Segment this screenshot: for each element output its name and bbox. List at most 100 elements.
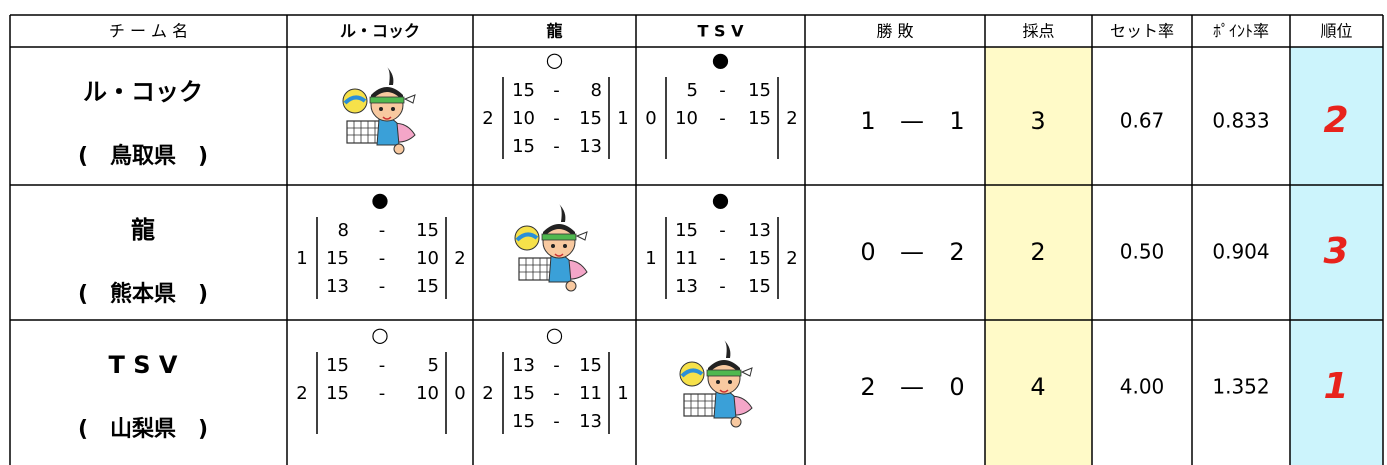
sets-won: 0 [645,108,656,129]
wins: 2 [860,373,875,401]
sets-won: 2 [482,108,493,129]
team-name: T S V [109,351,178,379]
rank: 2 [1323,100,1348,141]
header-cell: 採点 [1022,22,1054,41]
set-score: 15 [748,80,771,101]
set-separator: - [553,80,560,101]
sets-lost: 2 [786,248,797,269]
set-score: 15 [579,108,602,129]
set-separator: - [379,276,386,297]
set-score: 8 [338,220,349,241]
header-cell: セット率 [1110,22,1174,41]
set-rate: 0.50 [1120,240,1165,264]
set-score: 5 [687,80,698,101]
team-prefecture: ( 熊本県 ) [78,281,208,307]
game-mark: ○ [546,48,563,72]
header-cell: 順位 [1320,22,1352,41]
result-separator: — [900,107,924,135]
losses: 2 [949,238,964,266]
set-separator: - [719,276,726,297]
set-separator: - [553,136,560,157]
set-score: 15 [416,220,439,241]
point-rate: 0.833 [1212,109,1269,133]
set-score: 10 [675,108,698,129]
set-rate: 0.67 [1120,109,1165,133]
set-score: 10 [416,248,439,269]
game-mark: ○ [546,323,563,347]
team-prefecture: ( 山梨県 ) [78,417,208,442]
points: 4 [1030,373,1045,401]
result-separator: — [900,238,924,266]
header-cell: ル・コック [340,22,420,41]
set-score: 13 [675,276,698,297]
set-score: 8 [591,80,602,101]
point-rate: 1.352 [1212,375,1269,399]
sets-won: 1 [296,248,307,269]
set-separator: - [719,248,726,269]
set-separator: - [379,383,386,404]
losses: 1 [949,107,964,135]
set-score: 15 [512,80,535,101]
rank: 3 [1323,231,1348,272]
game-mark: ○ [371,323,388,347]
point-rate: 0.904 [1212,240,1269,264]
set-score: 10 [512,108,535,129]
team-prefecture: ( 鳥取県 ) [78,143,208,169]
points: 2 [1030,238,1045,266]
game-mark: ● [712,48,729,72]
set-score: 11 [579,383,602,404]
mascot-icon [341,65,417,156]
team-name: 龍 [131,216,155,244]
set-score: 13 [512,355,535,376]
set-score: 10 [416,383,439,404]
set-score: 15 [675,220,698,241]
set-score: 13 [748,220,771,241]
set-score: 15 [748,248,771,269]
result-separator: — [900,373,924,401]
header-cell: 勝 敗 [876,22,913,41]
sets-won: 1 [645,248,656,269]
points-column-bg [985,47,1092,465]
losses: 0 [949,373,964,401]
sets-won: 2 [482,383,493,404]
set-score: 15 [512,411,535,432]
set-separator: - [719,80,726,101]
header-cell: 龍 [546,22,562,41]
header-cell: ﾎﾟｲﾝﾄ率 [1213,22,1269,41]
set-score: 13 [326,276,349,297]
set-score: 15 [416,276,439,297]
sets-won: 2 [296,383,307,404]
set-score: 5 [428,355,439,376]
set-score: 15 [326,248,349,269]
set-separator: - [553,355,560,376]
sets-lost: 2 [454,248,465,269]
rank: 1 [1323,366,1348,407]
set-score: 13 [579,411,602,432]
set-score: 15 [512,383,535,404]
wins: 0 [860,238,875,266]
set-score: 13 [579,136,602,157]
header-cell: チ ー ム 名 [109,22,188,41]
sets-lost: 0 [454,383,465,404]
set-separator: - [553,108,560,129]
mascot-icon [513,202,589,293]
set-score: 15 [326,355,349,376]
set-separator: - [379,220,386,241]
sets-lost: 2 [786,108,797,129]
wins: 1 [860,107,875,135]
set-score: 15 [748,276,771,297]
set-separator: - [553,411,560,432]
set-score: 11 [675,248,698,269]
game-mark: ● [712,188,729,212]
set-score: 15 [326,383,349,404]
game-mark: ● [371,188,388,212]
team-name: ル・コック [83,78,203,106]
set-score: 15 [512,136,535,157]
set-separator: - [379,248,386,269]
set-score: 15 [748,108,771,129]
mascot-icon [678,338,754,429]
set-separator: - [719,108,726,129]
set-separator: - [379,355,386,376]
sets-lost: 1 [617,108,628,129]
